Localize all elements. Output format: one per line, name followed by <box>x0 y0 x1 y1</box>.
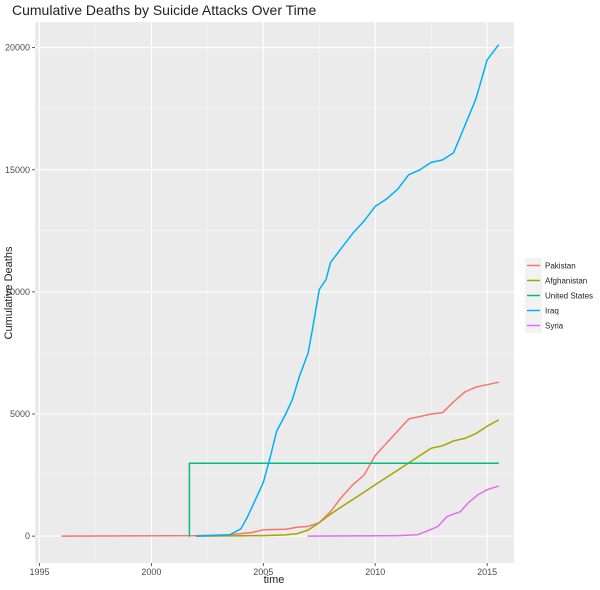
x-tick-label: 2005 <box>253 567 273 577</box>
y-tick-label: 10000 <box>5 287 30 297</box>
legend-label-syria: Syria <box>545 322 564 331</box>
y-axis-title: Cumulative Deaths <box>3 246 15 339</box>
series-line-syria <box>307 485 500 537</box>
legend: Pakistan Afghanistan United States Iraq Syri… <box>525 258 593 333</box>
legend-label-united-states: United States <box>545 292 593 301</box>
series-line-united-states <box>188 462 500 537</box>
series-line-pakistan <box>61 381 500 537</box>
legend-label-afghanistan: Afghanistan <box>545 277 587 286</box>
x-tick-label: 1995 <box>29 567 49 577</box>
x-axis-title: time <box>264 574 285 586</box>
legend-label-iraq: Iraq <box>545 307 559 316</box>
legend-label-pakistan: Pakistan <box>545 262 576 271</box>
x-axis-ticks: 1995 2000 2005 2010 2015 <box>29 563 497 577</box>
series-line-afghanistan <box>195 419 500 537</box>
plot-panel <box>35 22 514 563</box>
x-tick-label: 2015 <box>477 567 497 577</box>
y-axis-ticks: 0 5000 10000 15000 20000 <box>5 43 35 541</box>
series-line-iraq <box>195 44 500 537</box>
x-tick-label: 2000 <box>141 567 161 577</box>
x-tick-label: 2010 <box>365 567 385 577</box>
y-tick-label: 20000 <box>5 43 30 53</box>
y-tick-label: 0 <box>25 531 30 541</box>
y-tick-label: 5000 <box>10 409 30 419</box>
series-lines <box>61 44 500 537</box>
y-tick-label: 15000 <box>5 165 30 175</box>
chart-title: Cumulative Deaths by Suicide Attacks Ove… <box>12 2 317 18</box>
